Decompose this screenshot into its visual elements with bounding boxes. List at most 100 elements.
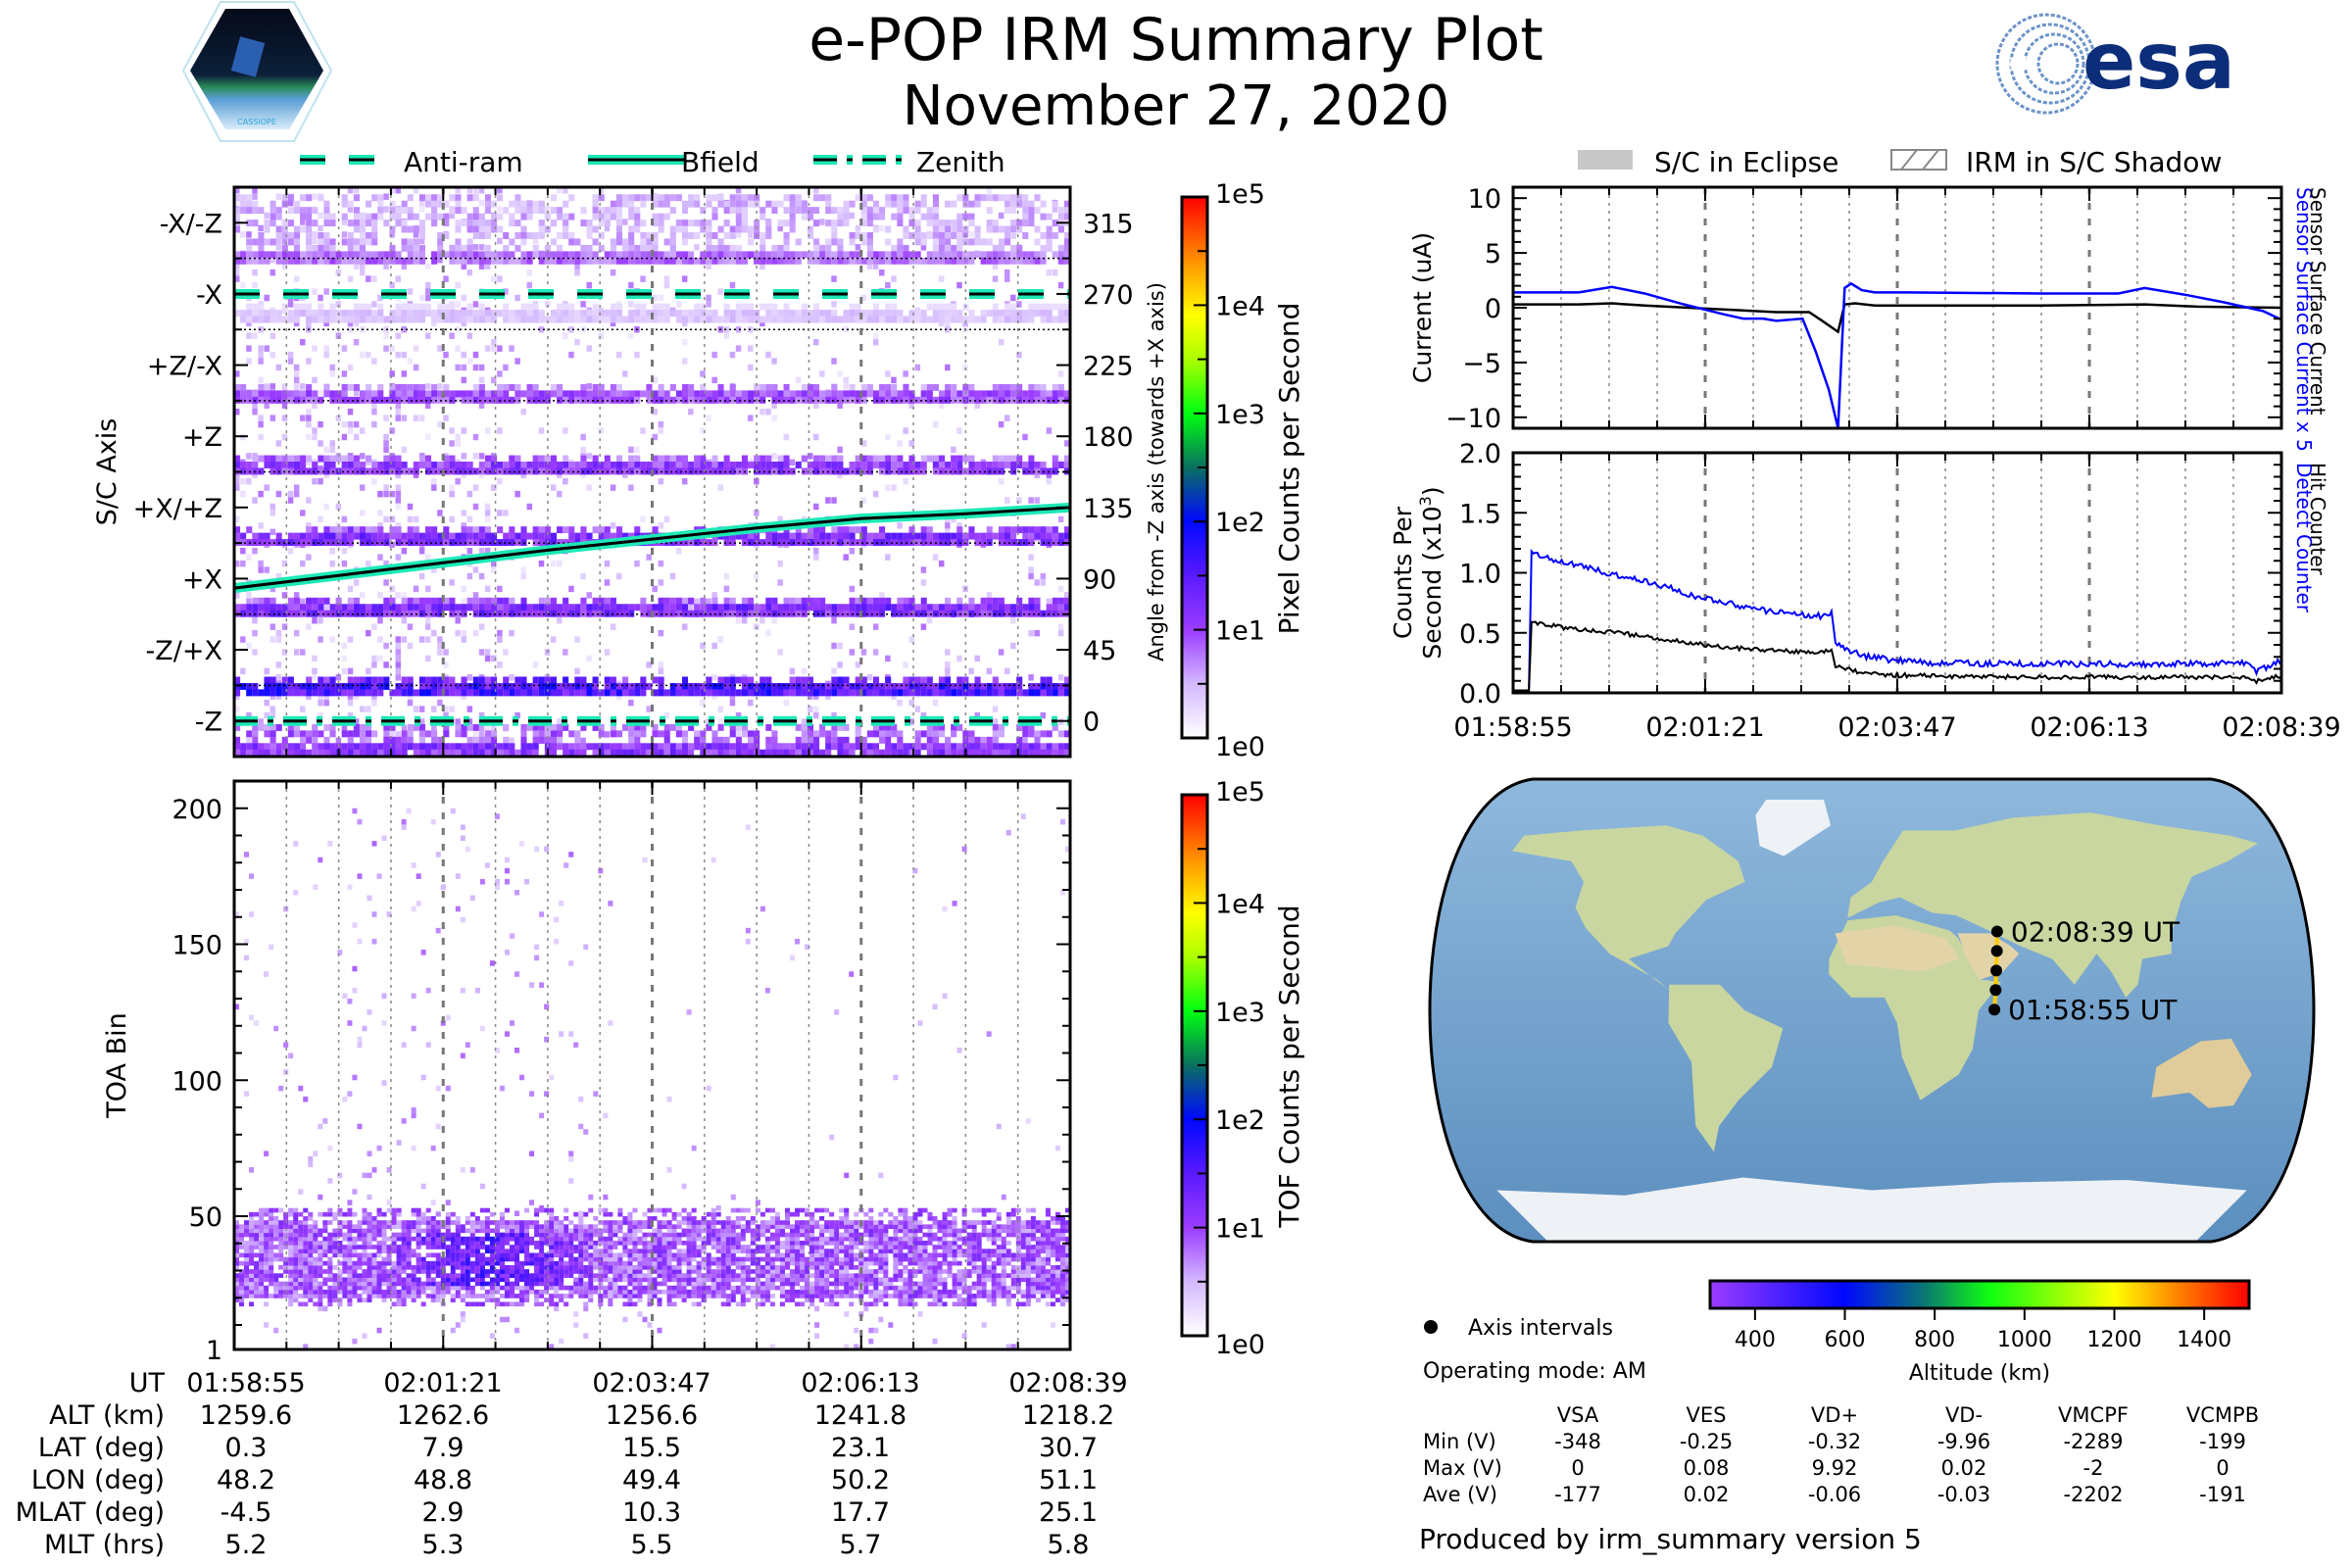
heatmap-cell xyxy=(532,467,539,475)
heatmap-cell xyxy=(592,251,599,259)
heatmap-cell xyxy=(866,689,873,697)
heatmap-cell xyxy=(532,231,539,239)
heatmap-cell xyxy=(604,220,611,227)
heatmap-cell xyxy=(532,730,539,738)
heatmap-cell xyxy=(711,390,718,398)
heatmap-cell xyxy=(658,220,664,227)
heatmap-cell xyxy=(300,251,307,259)
heatmap-cell xyxy=(252,257,259,265)
heatmap-cell xyxy=(592,526,599,534)
heatmap-cell xyxy=(610,730,616,738)
heatmap-cell xyxy=(443,275,449,282)
heatmap-cell xyxy=(628,257,635,265)
heatmap-cell xyxy=(509,749,515,757)
heatmap-cell xyxy=(377,213,384,220)
heatmap-cell xyxy=(568,326,574,333)
heatmap-cell xyxy=(484,396,491,404)
heatmap-cell xyxy=(574,263,580,270)
heatmap-cell xyxy=(550,723,558,731)
heatmap-cell xyxy=(681,316,689,323)
heatmap-cell xyxy=(628,238,635,246)
heatmap-cell xyxy=(652,723,659,731)
heatmap-cell xyxy=(437,231,444,239)
heatmap-cell xyxy=(503,251,510,259)
heatmap-cell xyxy=(717,244,724,252)
heatmap-cell xyxy=(807,390,814,398)
heatmap-cell xyxy=(592,723,599,731)
heatmap-cell xyxy=(347,316,354,323)
heatmap-cell xyxy=(807,225,814,233)
heatmap-cell xyxy=(717,689,724,697)
heatmap-cell xyxy=(418,736,425,744)
heatmap-cell xyxy=(366,467,372,475)
heatmap-cell xyxy=(240,743,247,751)
heatmap-cell xyxy=(514,689,521,697)
heatmap-cell xyxy=(866,610,873,617)
heatmap-cell xyxy=(640,515,646,523)
heatmap-cell xyxy=(323,220,330,227)
heatmap-cell xyxy=(490,275,497,282)
heatmap-cell xyxy=(891,689,898,697)
heatmap-cell xyxy=(509,689,515,697)
heatmap-cell xyxy=(293,462,301,468)
heatmap-cell xyxy=(461,310,467,318)
heatmap-cell xyxy=(407,682,414,690)
heatmap-cell xyxy=(992,251,999,259)
heatmap-cell xyxy=(401,396,408,404)
heatmap-cell xyxy=(335,301,342,308)
heatmap-cell xyxy=(968,467,975,475)
heatmap-cell xyxy=(466,749,473,757)
heatmap-cell xyxy=(538,251,545,259)
heatmap-cell xyxy=(831,462,838,468)
heatmap-cell xyxy=(908,402,914,409)
heatmap-cell xyxy=(371,604,378,612)
heatmap-cell xyxy=(837,662,843,668)
heatmap-cell xyxy=(598,257,605,265)
heatmap-cell xyxy=(879,682,886,690)
heatmap-cell xyxy=(622,244,629,252)
heatmap-cell xyxy=(318,467,324,475)
heatmap-cell xyxy=(646,316,653,323)
heatmap-cell xyxy=(968,231,974,238)
heatmap-cell xyxy=(675,251,682,259)
heatmap-cell xyxy=(813,554,819,561)
heatmap-cell xyxy=(484,257,491,265)
heatmap-cell xyxy=(246,319,252,327)
heatmap-cell xyxy=(879,736,886,744)
heatmap-cell xyxy=(694,736,701,744)
heatmap-cell xyxy=(711,693,717,700)
heatmap-cell xyxy=(359,682,367,690)
heatmap-cell xyxy=(490,213,498,220)
heatmap-cell xyxy=(424,597,432,605)
heatmap-cell xyxy=(497,187,503,194)
heatmap-cell xyxy=(711,674,717,681)
heatmap-cell xyxy=(717,743,724,751)
heatmap-cell xyxy=(992,383,999,391)
heatmap-cell xyxy=(455,316,462,323)
heatmap-cell xyxy=(437,244,444,252)
heatmap-cell xyxy=(615,231,623,239)
heatmap-cell xyxy=(1010,532,1017,540)
heatmap-cell xyxy=(789,200,796,208)
heatmap-cell xyxy=(359,689,367,697)
heatmap-cell xyxy=(777,257,784,265)
heatmap-cell xyxy=(723,610,730,617)
heatmap-cell xyxy=(526,604,533,612)
heatmap-cell xyxy=(244,1220,250,1225)
heatmap-cell xyxy=(610,390,616,398)
heatmap-cell xyxy=(1022,532,1029,540)
heatmap-cell xyxy=(514,257,521,265)
heatmap-cell xyxy=(550,484,557,491)
heatmap-cell xyxy=(484,689,491,697)
heatmap-cell xyxy=(293,629,300,637)
heatmap-cell xyxy=(563,455,569,463)
heatmap-cell xyxy=(407,676,414,684)
heatmap-cell xyxy=(694,598,700,606)
heatmap-cell xyxy=(239,1252,245,1258)
heatmap-cell xyxy=(472,597,479,605)
heatmap-cell xyxy=(563,310,569,318)
heatmap-cell xyxy=(246,390,253,398)
heatmap-cell xyxy=(866,539,873,547)
heatmap-cell xyxy=(574,310,581,318)
heatmap-cell xyxy=(377,310,384,318)
